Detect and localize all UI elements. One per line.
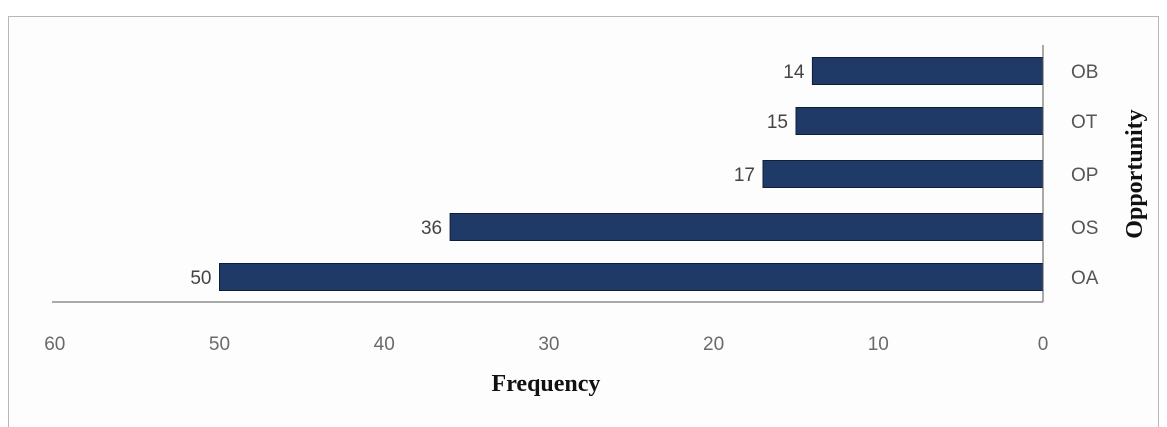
x-tick-label: 0	[1038, 334, 1049, 355]
y-axis-title: Opportunity	[1122, 109, 1148, 238]
bar-op	[762, 160, 1044, 188]
bar-ot	[795, 107, 1044, 135]
x-tick-label: 40	[374, 334, 395, 355]
data-label-oa: 50	[190, 268, 211, 289]
x-tick-label: 60	[44, 334, 65, 355]
bar-ob	[811, 57, 1044, 85]
x-tick-label: 30	[538, 334, 559, 355]
bars-layer	[219, 57, 1044, 291]
category-labels-layer: OB OT OP OS OA	[1071, 62, 1099, 289]
category-label-ot: OT	[1071, 112, 1098, 133]
data-label-ob: 14	[783, 62, 805, 83]
data-label-op: 17	[734, 165, 755, 186]
data-label-ot: 15	[767, 112, 788, 133]
x-ticks-layer: 0 10 20 30 40 50 60	[44, 334, 1048, 355]
data-label-os: 36	[421, 218, 442, 239]
x-tick-label: 50	[209, 334, 230, 355]
category-label-ob: OB	[1071, 62, 1098, 83]
category-label-op: OP	[1071, 165, 1098, 186]
data-labels-layer: 14 15 17 36 50	[190, 62, 804, 289]
bar-oa	[219, 263, 1044, 291]
category-label-os: OS	[1071, 218, 1098, 239]
x-tick-label: 10	[868, 334, 889, 355]
x-tick-label: 20	[703, 334, 724, 355]
bar-os	[449, 213, 1044, 241]
category-label-oa: OA	[1071, 268, 1099, 289]
x-axis-title: Frequency	[492, 371, 601, 397]
